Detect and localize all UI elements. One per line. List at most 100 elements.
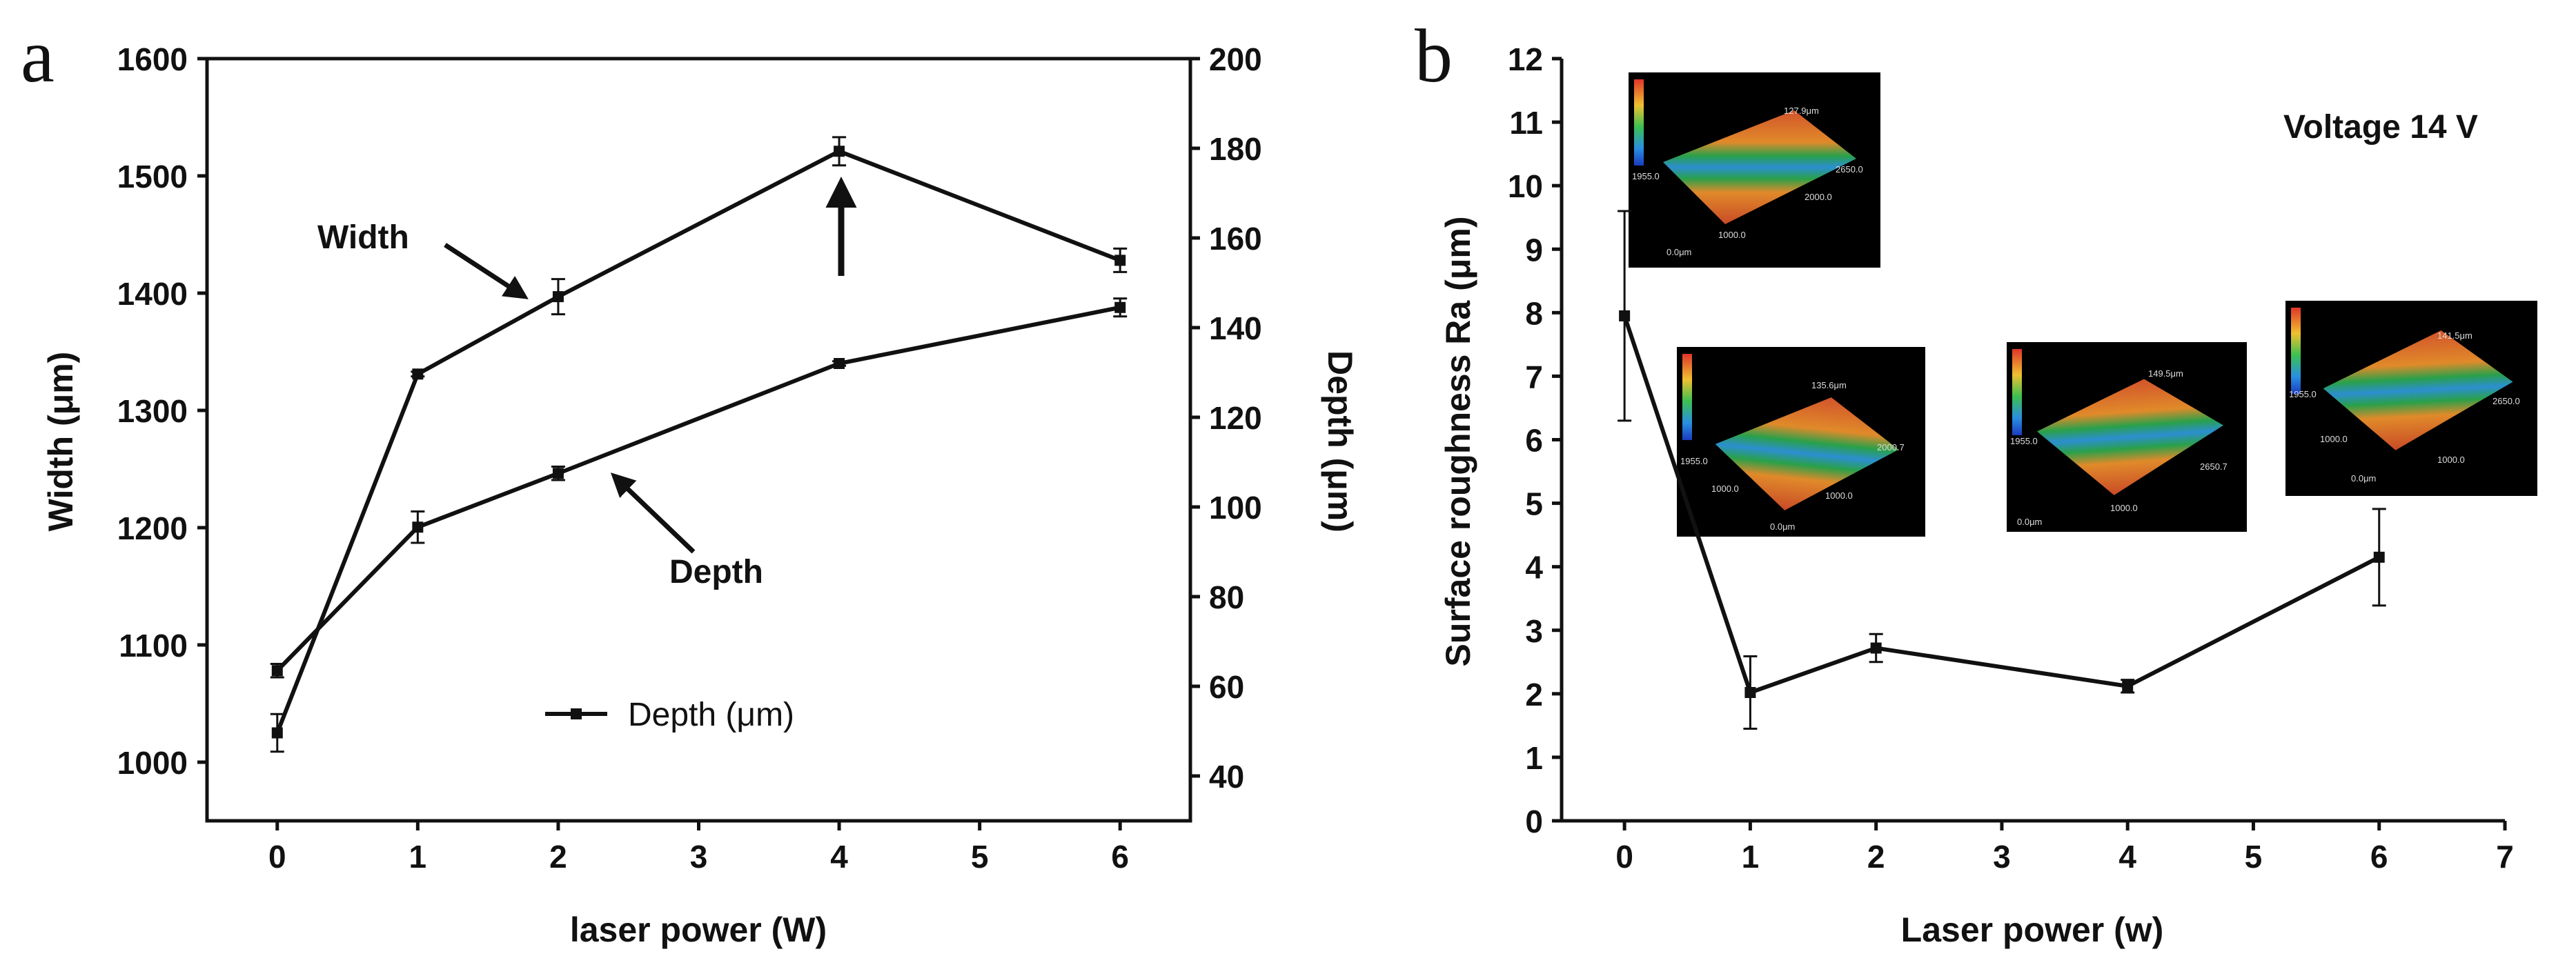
inset-scale-label: 1000.0 xyxy=(1711,484,1739,494)
inset-scale-label: 1000.0 xyxy=(2437,455,2465,465)
x-tick-label: 7 xyxy=(2496,839,2514,875)
x-tick-label: 6 xyxy=(2370,839,2388,875)
depth-annotation-label: Depth xyxy=(669,554,763,590)
x-tick-label: 5 xyxy=(971,839,989,875)
y-tick-label: 9 xyxy=(1525,232,1543,268)
surface-scan-inset-2w: 149.5μm 1955.0 2650.7 1000.0 0.0μm xyxy=(2007,342,2247,532)
panel-b-letter: b xyxy=(1415,14,1453,98)
x-tick-label: 4 xyxy=(830,839,848,875)
inset-scale-label: 1000.0 xyxy=(2320,434,2348,444)
inset-scale-label: 127.9μm xyxy=(1784,106,1819,116)
y-tick-label: 4 xyxy=(1525,550,1543,586)
width-point xyxy=(834,146,845,157)
x-tick-label: 0 xyxy=(268,839,286,875)
inset-scale-label: 1000.0 xyxy=(1718,230,1746,240)
inset-scale-label: 0.0μm xyxy=(2351,473,2376,484)
depth-annotation-arrow xyxy=(610,472,696,554)
panel-a-x-axis: 0 1 2 3 4 5 6 xyxy=(268,821,1129,875)
depth-point xyxy=(1114,301,1126,313)
y-tick-label: 1 xyxy=(1525,740,1543,776)
inset-scale-label: 2000.7 xyxy=(1877,442,1905,452)
panel-b-title: Voltage 14 V xyxy=(2283,109,2478,146)
roughness-point xyxy=(1744,686,1756,698)
depth-line xyxy=(275,305,1121,673)
y-tick-label: 1000 xyxy=(117,745,188,781)
roughness-point xyxy=(1870,642,1882,654)
width-annotation-label: Width xyxy=(317,219,409,256)
inset-scale-label: 1000.0 xyxy=(1825,490,1853,501)
inset-color-scale xyxy=(2012,349,2022,435)
inset-scale-label: 1955.0 xyxy=(2010,436,2038,446)
y-tick-label: 12 xyxy=(1508,41,1543,77)
depth-point xyxy=(271,665,283,677)
panel-a-x-axis-label: laser power (W) xyxy=(570,910,827,949)
y-tick-label: 6 xyxy=(1525,423,1543,459)
panel-b-x-axis-label: Laser power (w) xyxy=(1901,910,2164,949)
x-tick-label: 1 xyxy=(1742,839,1760,875)
surface-scan-inset-0w: 127.9μm 1955.0 2650.0 2000.0 1000.0 0.0μ… xyxy=(1629,72,1880,268)
inset-scale-label: 2650.0 xyxy=(1836,164,1863,175)
width-annotation-arrow xyxy=(444,243,529,299)
y2-tick-label: 140 xyxy=(1209,310,1262,346)
panel-a-y-axis: 1000 1100 1200 1300 1400 1500 1600 xyxy=(117,41,207,781)
x-tick-label: 1 xyxy=(409,839,427,875)
x-tick-label: 3 xyxy=(690,839,708,875)
panel-a-y2-axis: 40 60 80 100 120 140 160 180 200 xyxy=(1190,41,1262,795)
y2-tick-label: 100 xyxy=(1209,490,1262,526)
x-tick-label: 5 xyxy=(2245,839,2263,875)
y-tick-label: 8 xyxy=(1525,295,1543,331)
y-tick-label: 10 xyxy=(1508,168,1543,204)
y2-tick-label: 80 xyxy=(1209,579,1244,615)
panel-a-series xyxy=(270,136,1128,753)
inset-scale-label: 2650.7 xyxy=(2200,461,2228,472)
inset-scale-label: 0.0μm xyxy=(1770,521,1795,532)
inset-color-scale xyxy=(1682,354,1692,440)
y2-tick-label: 40 xyxy=(1209,759,1244,795)
depth-point xyxy=(552,468,564,479)
y-tick-label: 7 xyxy=(1525,359,1543,395)
y2-tick-label: 120 xyxy=(1209,400,1262,436)
inset-scale-label: 1955.0 xyxy=(1632,171,1660,181)
width-point xyxy=(552,291,564,303)
surface-scan-inset-6w: 141.5μm 1955.0 2650.0 1000.0 1000.0 0.0μ… xyxy=(2285,301,2537,496)
x-tick-label: 6 xyxy=(1111,839,1129,875)
panel-a-y-axis-label: Width (μm) xyxy=(41,352,80,532)
y-tick-label: 1100 xyxy=(119,628,188,664)
x-tick-label: 0 xyxy=(1615,839,1633,875)
inset-scale-label: 2650.0 xyxy=(2493,396,2520,406)
panel-a-letter: a xyxy=(21,14,55,98)
y2-tick-label: 200 xyxy=(1209,41,1262,77)
inset-surface xyxy=(1663,110,1856,224)
panel-b-series xyxy=(1618,210,2386,730)
roughness-point xyxy=(2373,551,2385,563)
panel-a-y2-axis-label: Depth (μm) xyxy=(1321,350,1359,532)
legend-label-depth: Depth (μm) xyxy=(628,697,794,733)
surface-scan-inset-1w: 135.6μm 1955.0 2000.7 1000.0 1000.0 0.0μ… xyxy=(1677,347,1925,537)
y2-tick-label: 60 xyxy=(1209,669,1244,705)
width-point xyxy=(1114,255,1126,266)
y-tick-label: 1600 xyxy=(117,41,188,77)
inset-color-scale xyxy=(1634,79,1644,166)
inset-surface xyxy=(2323,330,2513,450)
legend-marker-depth xyxy=(571,708,582,719)
y-tick-label: 11 xyxy=(1509,105,1543,141)
inset-color-scale xyxy=(2291,308,2301,394)
inset-scale-label: 141.5μm xyxy=(2437,330,2472,341)
y-tick-label: 3 xyxy=(1525,613,1543,649)
y2-tick-label: 160 xyxy=(1209,221,1262,257)
inset-scale-label: 1955.0 xyxy=(1680,456,1708,466)
y-tick-label: 1300 xyxy=(117,393,188,429)
width-point xyxy=(412,368,424,380)
inset-scale-label: 0.0μm xyxy=(2017,517,2042,527)
x-tick-label: 3 xyxy=(1993,839,2011,875)
x-tick-label: 2 xyxy=(549,839,567,875)
y-tick-label: 1400 xyxy=(117,276,188,312)
inset-scale-label: 0.0μm xyxy=(1666,247,1691,257)
inset-surface xyxy=(1715,397,1899,510)
depth-point xyxy=(834,358,845,369)
depth-point xyxy=(412,521,424,533)
width-point xyxy=(271,727,283,739)
